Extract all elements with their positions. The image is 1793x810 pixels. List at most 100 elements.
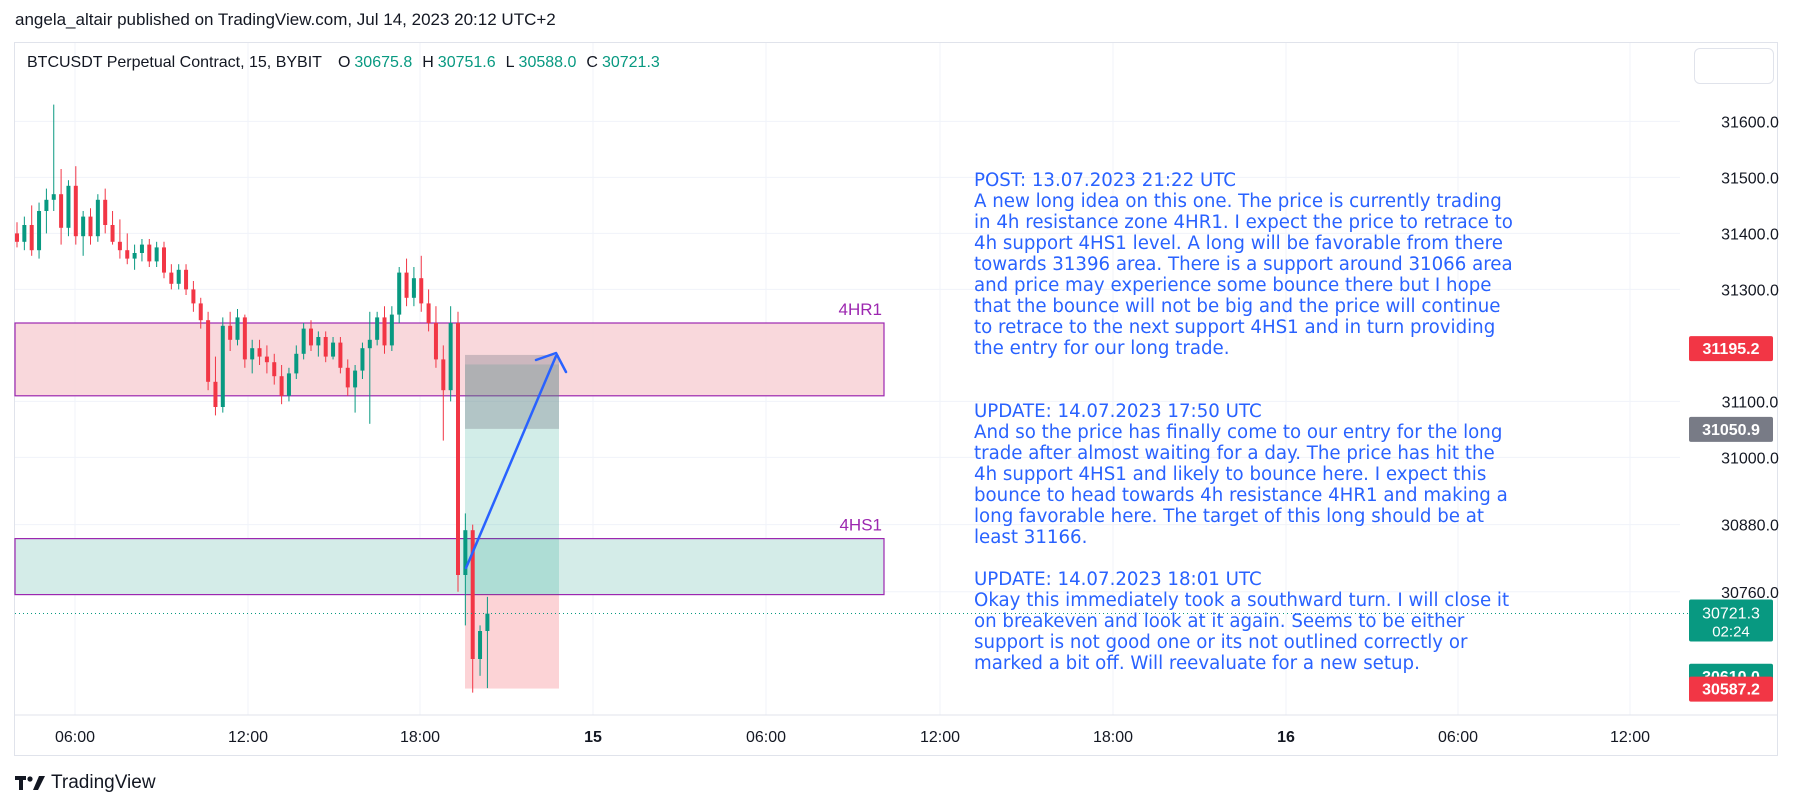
note-update-2: UPDATE: 14.07.2023 18:01 UTC Okay this i… <box>974 569 1514 674</box>
support-zone-4hs1 <box>14 537 885 596</box>
candle-body <box>132 253 137 259</box>
zone-label-4hs1: 4HS1 <box>839 516 882 535</box>
candle-body <box>29 225 34 251</box>
candle-body <box>426 303 431 323</box>
candle-body <box>316 337 321 346</box>
candle-body <box>169 272 174 284</box>
time-tick-label: 12:00 <box>228 729 268 746</box>
open-key: O <box>337 54 351 71</box>
candle-body <box>250 348 255 360</box>
candle-body <box>441 359 446 391</box>
note-title: POST: 13.07.2023 21:22 UTC <box>974 170 1237 191</box>
time-tick-label: 18:00 <box>1093 729 1133 746</box>
arrow-annotation <box>464 354 558 570</box>
price-tick-label: 31000.0 <box>1721 450 1779 467</box>
candle-body <box>73 185 78 237</box>
time-tick-label: 06:00 <box>55 729 95 746</box>
countdown-label: 02:24 <box>1712 623 1750 640</box>
candle-body <box>147 244 152 262</box>
candle-body <box>184 269 189 290</box>
candle-body <box>154 247 159 262</box>
note-body: A new long idea on this one. The price i… <box>974 191 1513 359</box>
time-tick-label: 16 <box>1277 729 1295 746</box>
price-badge-label: 31195.2 <box>1703 341 1760 358</box>
price-tick-label: 30880.0 <box>1721 518 1779 535</box>
candle-body <box>198 303 203 321</box>
candle-body <box>59 194 64 228</box>
time-tick-label: 12:00 <box>1610 729 1650 746</box>
tradingview-logo-icon <box>15 776 45 790</box>
candle-body <box>88 216 93 237</box>
candle-body <box>419 278 424 304</box>
price-badge-label: 31050.9 <box>1702 422 1760 439</box>
note-title: UPDATE: 14.07.2023 18:01 UTC <box>974 569 1262 590</box>
candle-body <box>294 353 299 374</box>
note-post: POST: 13.07.2023 21:22 UTC A new long id… <box>974 170 1514 359</box>
candle-body <box>15 233 19 242</box>
price-tick-label: 31100.0 <box>1722 394 1779 411</box>
candle-body <box>404 272 409 298</box>
price-tick-label: 31400.0 <box>1721 226 1779 243</box>
price-badge <box>1689 416 1773 442</box>
price-badge <box>1689 676 1773 702</box>
candle-body <box>485 613 490 631</box>
price-tick-label: 31600.0 <box>1721 114 1779 131</box>
symbol-label: BTCUSDT Perpetual Contract, 15, BYBIT <box>27 54 322 71</box>
close-value: 30721.3 <box>601 54 660 71</box>
price-badge-label: 30587.2 <box>1702 682 1760 699</box>
candle-body <box>139 244 144 253</box>
candle-body <box>162 247 166 273</box>
candle-body <box>117 241 122 251</box>
publisher-line: angela_altair published on TradingView.c… <box>15 10 556 29</box>
candle-body <box>103 199 108 225</box>
candle-body <box>81 216 86 237</box>
candle-body <box>37 211 42 251</box>
price-tick-label: 31500.0 <box>1721 170 1779 187</box>
candle-body <box>51 194 56 200</box>
candle-body <box>478 631 483 659</box>
tradingview-logo[interactable]: TradingView <box>15 772 156 794</box>
low-key: L <box>505 54 515 71</box>
candle-body <box>272 362 277 377</box>
candle-body <box>323 337 328 357</box>
candle-body <box>279 376 284 396</box>
candle-body <box>286 373 291 396</box>
candle-body <box>456 323 460 575</box>
high-value: 30751.6 <box>437 54 496 71</box>
candle-body <box>206 320 211 382</box>
chart-frame <box>14 42 1778 756</box>
chart-settings-button[interactable] <box>1694 48 1774 84</box>
candle-body <box>448 323 453 391</box>
candle-body <box>22 225 27 242</box>
candle-body <box>463 530 468 575</box>
time-tick-label: 12:00 <box>920 729 960 746</box>
note-body: Okay this immediately took a southward t… <box>974 590 1510 674</box>
open-value: 30675.8 <box>354 54 413 71</box>
candle-body <box>389 314 394 346</box>
candle-body <box>220 325 225 407</box>
low-value: 30588.0 <box>518 54 577 71</box>
candle-body <box>125 250 130 259</box>
candle-body <box>375 317 380 340</box>
candle-body <box>345 367 350 388</box>
candle-body <box>44 199 49 211</box>
note-update-1: UPDATE: 14.07.2023 17:50 UTC And so the … <box>974 401 1514 548</box>
zone-label-4hr1: 4HR1 <box>839 300 882 319</box>
arrow-head <box>534 351 568 374</box>
candle-body <box>301 328 306 354</box>
close-key: C <box>586 54 598 71</box>
candle-body <box>309 328 313 346</box>
price-badge <box>1689 599 1773 642</box>
price-tick-label: 30760.0 <box>1721 585 1779 602</box>
note-title: UPDATE: 14.07.2023 17:50 UTC <box>974 401 1262 422</box>
time-tick-label: 06:00 <box>1438 729 1478 746</box>
candle-body <box>95 199 100 237</box>
candle-body <box>66 185 71 228</box>
time-tick-label: 18:00 <box>400 729 440 746</box>
candle-body <box>235 317 240 340</box>
candle-body <box>382 317 387 346</box>
candle-body <box>110 225 115 242</box>
price-badge <box>1689 336 1773 362</box>
